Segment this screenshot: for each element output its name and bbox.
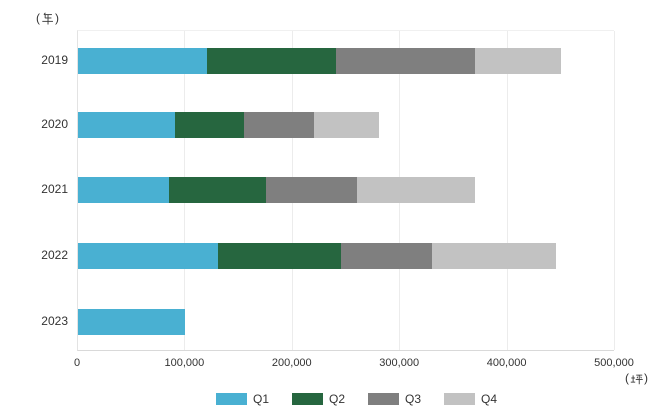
bar-segment-2022-q4[interactable] [432, 243, 556, 269]
y-tick-label-2020: 2020 [41, 117, 68, 131]
bar-segment-2021-q1[interactable] [78, 177, 170, 203]
paren-close: ) [55, 11, 59, 25]
y-tick-label-2022: 2022 [41, 248, 68, 262]
bar-segment-2019-q4[interactable] [475, 48, 562, 74]
x-tick-label-100000: 100,000 [164, 357, 205, 369]
bar-segment-2020-q2[interactable] [174, 112, 245, 138]
plot-area [77, 30, 615, 351]
bar-segment-2021-q2[interactable] [169, 177, 266, 203]
legend-label-q4: Q4 [481, 392, 498, 406]
legend-swatch-q4 [444, 393, 476, 405]
bar-segment-2021-q4[interactable] [357, 177, 476, 203]
legend-item-q4[interactable]: Q4 [444, 392, 497, 406]
legend-item-q3[interactable]: Q3 [368, 392, 421, 406]
bar-segment-2021-q3[interactable] [265, 177, 358, 203]
x-tick-label-200000: 200,000 [271, 357, 312, 369]
legend-swatch-q2 [292, 393, 324, 405]
legend-label-q2: Q2 [329, 392, 346, 406]
legend-label-q3: Q3 [405, 392, 422, 406]
bar-segment-2019-q2[interactable] [206, 48, 336, 74]
y-tick-label-2023: 2023 [41, 314, 68, 328]
legend-label-q1: Q1 [253, 392, 270, 406]
x-tick-label-0: 0 [73, 357, 81, 369]
bar-segment-2020-q1[interactable] [78, 112, 175, 138]
legend-item-q1[interactable]: Q1 [216, 392, 269, 406]
paren-open: ( [36, 11, 40, 25]
paren-close: ) [644, 371, 648, 385]
kanji-tsubo-glyph [630, 374, 643, 384]
x-tick-label-500000: 500,000 [594, 357, 634, 369]
y-tick-label-2019: 2019 [41, 53, 68, 67]
bar-segment-2019-q3[interactable] [335, 48, 476, 74]
bar-2023 [78, 309, 186, 335]
paren-open: ( [625, 371, 629, 385]
y-tick-label-2021: 2021 [41, 182, 68, 196]
legend-item-q2[interactable]: Q2 [292, 392, 345, 406]
legend: Q1 Q2 Q3 Q4 [216, 392, 497, 406]
bar-2020 [78, 112, 379, 138]
bar-segment-2020-q3[interactable] [244, 112, 315, 138]
kanji-year-glyph [42, 11, 53, 24]
gridline-400000 [506, 31, 508, 350]
x-tick-label-400000: 400,000 [486, 357, 527, 369]
bar-2021 [78, 177, 476, 203]
bar-segment-2022-q1[interactable] [78, 243, 218, 269]
y-axis-unit-label: ( ) [36, 10, 59, 26]
legend-swatch-q3 [368, 393, 400, 405]
x-axis-unit-label: ( ) [625, 370, 648, 386]
bar-segment-2020-q4[interactable] [314, 112, 379, 138]
bar-segment-2023-q1[interactable] [78, 309, 186, 335]
bar-2022 [78, 243, 556, 269]
bar-segment-2019-q1[interactable] [78, 48, 207, 74]
bar-2019 [78, 48, 562, 74]
legend-swatch-q1 [216, 393, 247, 405]
bar-segment-2022-q2[interactable] [217, 243, 342, 269]
bar-segment-2022-q3[interactable] [341, 243, 433, 269]
x-tick-label-300000: 300,000 [379, 357, 420, 369]
gridline-500000 [614, 31, 615, 350]
